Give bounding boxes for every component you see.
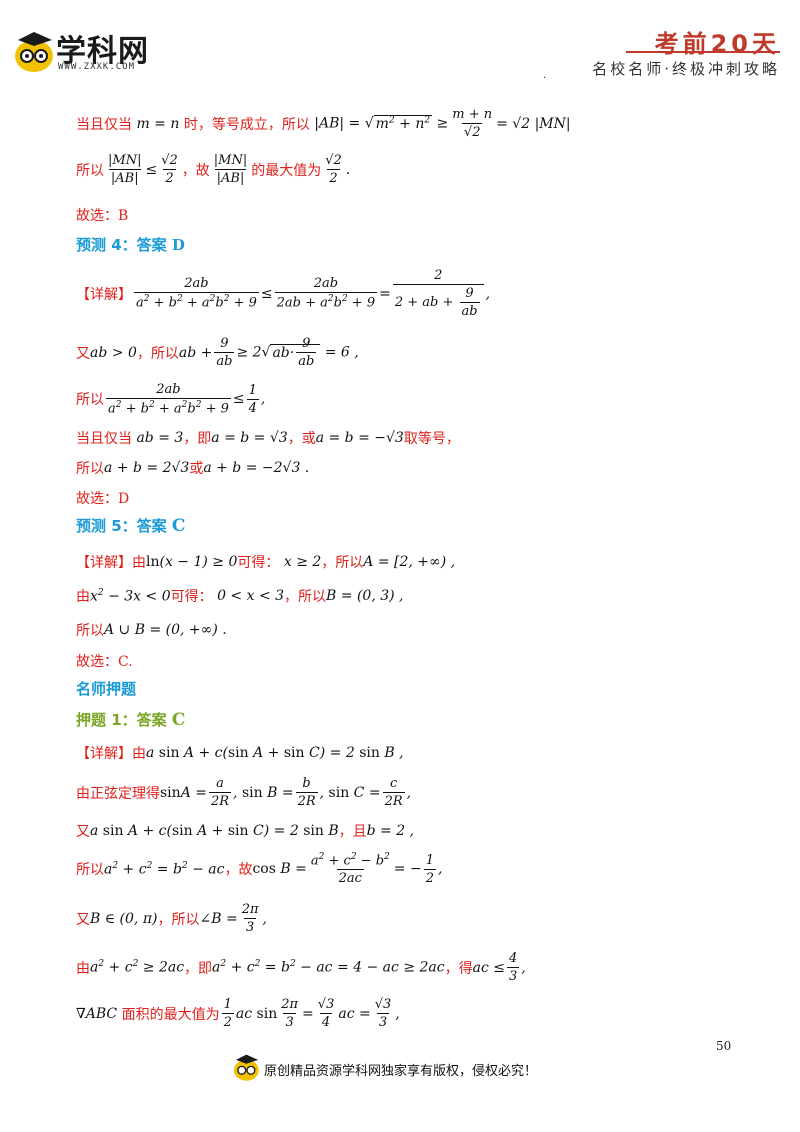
solution-line: 所以 A ∪ B = (0, +∞) . — [76, 622, 227, 639]
logo — [14, 28, 174, 78]
logo-text: 学科网 — [56, 34, 149, 69]
solution-line: 当且仅当 ab = 3 ，即 a = b = √3 ，或 a = b = −√3… — [76, 430, 460, 447]
solution-line: 又 ab > 0 ，所以 ab + 9 ab ≥ 2√ ab· 9 ab = 6 , — [76, 336, 359, 369]
answer-choice: 故选：B — [76, 208, 129, 224]
logo-mascot-icon — [15, 32, 53, 72]
solution-line: 当且仅当 m = n 时，等号成立，所以 |AB| = √ m2 + n2 ≥ m… — [76, 107, 571, 140]
solution-line: 【详解】 由 ln(x − 1) ≥ 0 可得： x ≥ 2 ，所以 A = [… — [76, 554, 456, 571]
prediction-heading: 预测 4：答案 D — [76, 236, 185, 254]
solution-line: 由正弦定理得 sinA = a 2R , sin B = b 2R , sin C … — [76, 776, 412, 809]
answer-choice: 故选：D — [76, 491, 130, 507]
prediction-heading: 预测 5：答案 C — [76, 516, 186, 536]
solution-line: 所以 a2 + c2 = b2 − ac ，故 cos B = a2 + c2 … — [76, 852, 443, 887]
footer-logo-icon — [233, 1052, 261, 1086]
prediction-answer: D — [171, 236, 185, 254]
solution-line: 所以 |MN| |AB| ≤ √2 2 ，故 |MN| |AB| 的最大值为 √2 2 … — [76, 153, 351, 186]
solution-line: 又 a sin A + c(sin A + sin C) = 2 sin B ，… — [76, 823, 415, 840]
exam-heading: 押题 1：答案 C — [76, 710, 186, 730]
solution-line: 又 B ∈ (0, π) ，所以 ∠B = 2π 3 , — [76, 902, 267, 935]
solution-line: 【详解】 2ab a2 + b2 + a2b2 + 9 ≤ 2ab 2ab + a2… — [76, 268, 491, 319]
section-heading: 名师押题 — [76, 680, 137, 698]
prediction-answer: C — [171, 516, 186, 536]
header-subtitle: 名校名师·终极冲刺攻略 — [592, 60, 780, 78]
solution-line: 由 a2 + c2 ≥ 2ac ，即 a2 + c2 = b2 − ac = 4… — [76, 951, 526, 984]
page-number: 50 — [716, 1039, 732, 1053]
header-title: 考前20天 — [654, 30, 780, 58]
header-divider — [626, 51, 780, 53]
exam-answer: C — [171, 710, 186, 730]
answer-choice: 故选：C. — [76, 654, 133, 670]
solution-line: 所以 a + b = 2√3 或 a + b = −2√3 . — [76, 460, 310, 477]
solution-line: 由 x2 − 3x < 0 可得： 0 < x < 3 ，所以 B = (0, … — [76, 587, 404, 605]
header-dot: . — [543, 70, 547, 81]
copyright-notice: 原创精品资源学科网独家享有版权，侵权必究！ — [264, 1064, 538, 1079]
logo-url: WWW.ZXXK.COM — [58, 62, 136, 72]
solution-line: 【详解】 由 a sin A + c(sin A + sin C) = 2 si… — [76, 745, 404, 762]
